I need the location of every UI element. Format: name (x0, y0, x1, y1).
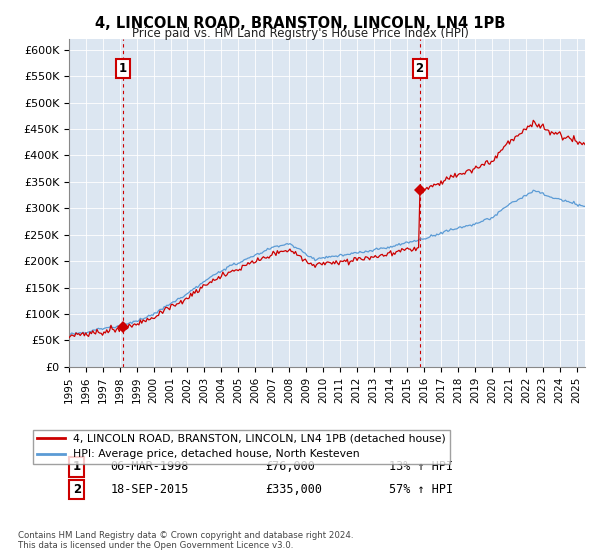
Text: Price paid vs. HM Land Registry's House Price Index (HPI): Price paid vs. HM Land Registry's House … (131, 27, 469, 40)
Legend: 4, LINCOLN ROAD, BRANSTON, LINCOLN, LN4 1PB (detached house), HPI: Average price: 4, LINCOLN ROAD, BRANSTON, LINCOLN, LN4 … (33, 430, 451, 464)
Text: 2: 2 (415, 62, 424, 75)
Text: £76,000: £76,000 (265, 460, 315, 473)
Text: 4, LINCOLN ROAD, BRANSTON, LINCOLN, LN4 1PB: 4, LINCOLN ROAD, BRANSTON, LINCOLN, LN4 … (95, 16, 505, 31)
Text: 1: 1 (73, 460, 81, 473)
Text: £335,000: £335,000 (265, 483, 322, 496)
Text: 13% ↑ HPI: 13% ↑ HPI (389, 460, 453, 473)
Text: 2: 2 (73, 483, 81, 496)
Text: 06-MAR-1998: 06-MAR-1998 (110, 460, 188, 473)
Text: Contains HM Land Registry data © Crown copyright and database right 2024.
This d: Contains HM Land Registry data © Crown c… (18, 530, 353, 550)
Text: 57% ↑ HPI: 57% ↑ HPI (389, 483, 453, 496)
Text: 1: 1 (119, 62, 127, 75)
Text: 18-SEP-2015: 18-SEP-2015 (110, 483, 188, 496)
